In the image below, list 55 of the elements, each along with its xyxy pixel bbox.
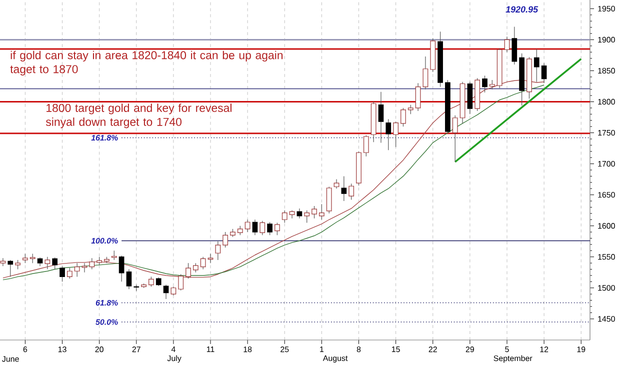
annotation: 1800 target gold and key for revesal sinyal down target to 1740 — [46, 104, 232, 128]
candlestick — [452, 115, 458, 162]
candlestick — [489, 80, 495, 90]
candlestick — [482, 75, 488, 93]
annotation: if gold can stay in area 1820-1840 it can be up again taget to 1870 — [10, 50, 283, 76]
candlestick — [415, 82, 421, 112]
candlestick — [363, 134, 369, 157]
candlestick — [222, 232, 228, 248]
candlestick — [126, 268, 132, 290]
candlestick — [274, 222, 280, 236]
candlestick — [193, 262, 198, 273]
candlestick — [89, 258, 95, 270]
candlestick — [252, 219, 258, 236]
candlestick — [260, 220, 266, 236]
candlestick — [74, 262, 80, 278]
candlestick — [334, 179, 340, 189]
candlestick — [244, 219, 250, 232]
candlestick — [30, 253, 36, 264]
candlestick — [22, 253, 28, 264]
candlestick — [312, 206, 317, 219]
candlestick — [15, 260, 20, 270]
candlestick — [400, 108, 406, 127]
candlestick — [60, 266, 65, 282]
candlestick — [341, 176, 347, 202]
candlestick — [200, 256, 206, 270]
candlestick — [541, 62, 547, 84]
candlestick — [422, 56, 428, 90]
candlestick — [534, 48, 540, 82]
candlestick — [348, 183, 354, 200]
candlestick — [8, 260, 14, 278]
candlestick — [319, 204, 324, 220]
candlestick — [44, 256, 50, 270]
candlestick — [0, 258, 6, 266]
candlestick — [378, 92, 384, 143]
candlestick — [267, 222, 272, 236]
candlestick — [386, 118, 392, 150]
candlestick — [296, 208, 302, 219]
candlestick — [52, 257, 58, 270]
annotation: 1920.95 — [506, 6, 538, 13]
candlestick — [111, 250, 117, 260]
candlestick — [163, 284, 169, 300]
candlestick — [215, 241, 221, 260]
candlestick — [304, 210, 310, 224]
candlestick — [178, 274, 184, 291]
candlestick — [504, 36, 510, 52]
candlestick — [282, 210, 288, 224]
candlestick — [408, 104, 414, 114]
candlestick — [512, 26, 518, 65]
candlestick — [118, 255, 124, 282]
candlestick — [186, 262, 191, 279]
candlestick — [326, 186, 332, 214]
candlestick — [148, 276, 154, 287]
candlestick — [67, 268, 72, 279]
candlestick — [393, 121, 398, 148]
candlestick — [237, 226, 243, 236]
